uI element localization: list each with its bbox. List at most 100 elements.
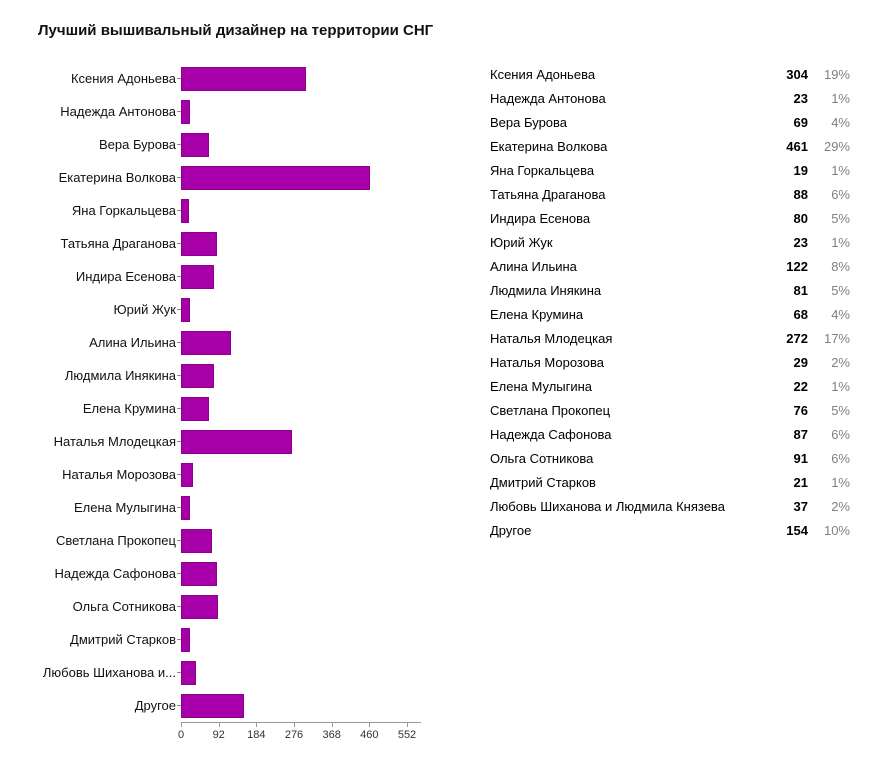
category-label: Вера Бурова: [98, 137, 176, 152]
chart-row: Индира Есенова: [38, 260, 460, 293]
result-percent: 19%: [823, 66, 850, 82]
x-axis-tick: [331, 723, 333, 727]
result-name: Надежда Антонова: [490, 90, 606, 106]
result-row: Другое 154 10%: [490, 518, 850, 542]
y-axis-tick: [177, 342, 181, 343]
result-percent: 5%: [831, 210, 850, 226]
y-axis-tick: [177, 243, 181, 244]
chart-row: Людмила Инякина: [38, 359, 460, 392]
result-percent: 1%: [831, 234, 850, 250]
bar-track: [181, 627, 460, 652]
result-name: Наталья Морозова: [490, 354, 604, 370]
y-axis-tick: [177, 78, 181, 79]
result-name: Дмитрий Старков: [490, 474, 596, 490]
y-axis-tick: [177, 540, 181, 541]
result-name: Наталья Млодецкая: [490, 330, 613, 346]
y-axis-tick: [177, 210, 181, 211]
result-votes: 22: [793, 378, 808, 394]
bar-track: [181, 363, 460, 388]
y-axis-tick: [177, 276, 181, 277]
result-percent: 1%: [831, 162, 850, 178]
result-row: Ольга Сотникова 91 6%: [490, 446, 850, 470]
result-name: Татьяна Драганова: [490, 186, 606, 202]
x-axis-tick-label: 368: [322, 729, 341, 741]
result-row: Любовь Шиханова и Людмила Князева 37 2%: [490, 494, 850, 518]
bar: [181, 627, 190, 652]
category-label: Светлана Прокопец: [55, 533, 176, 548]
x-axis-tick: [181, 723, 182, 727]
category-label: Надежда Антонова: [60, 104, 176, 119]
result-row: Екатерина Волкова 461 29%: [490, 134, 850, 158]
y-axis-tick: [177, 672, 181, 673]
category-label: Ольга Сотникова: [72, 599, 176, 614]
result-row: Людмила Инякина 81 5%: [490, 278, 850, 302]
result-row: Индира Есенова 80 5%: [490, 206, 850, 230]
chart-row: Наталья Млодецкая: [38, 425, 460, 458]
category-label: Екатерина Волкова: [58, 170, 176, 185]
chart-row: Дмитрий Старков: [38, 623, 460, 656]
result-percent: 10%: [823, 522, 850, 538]
y-axis-tick: [177, 441, 181, 442]
result-votes: 122: [786, 258, 808, 274]
chart-row: Елена Крумина: [38, 392, 460, 425]
category-label: Яна Горкальцева: [71, 203, 176, 218]
bar-track: [181, 693, 460, 718]
result-row: Вера Бурова 69 4%: [490, 110, 850, 134]
result-percent: 4%: [831, 306, 850, 322]
chart-row: Наталья Морозова: [38, 458, 460, 491]
category-label: Елена Мулыгина: [73, 500, 176, 515]
result-name: Алина Ильина: [490, 258, 577, 274]
result-name: Екатерина Волкова: [490, 138, 608, 154]
result-percent: 5%: [831, 402, 850, 418]
x-axis-tick-label: 0: [177, 729, 185, 741]
result-name: Елена Крумина: [490, 306, 584, 322]
result-votes: 23: [793, 90, 808, 106]
result-row: Алина Ильина 122 8%: [490, 254, 850, 278]
result-row: Елена Мулыгина 22 1%: [490, 374, 850, 398]
result-votes: 88: [793, 186, 808, 202]
result-row: Надежда Сафонова 87 6%: [490, 422, 850, 446]
result-row: Юрий Жук 23 1%: [490, 230, 850, 254]
bar-track: [181, 231, 460, 256]
chart-row: Любовь Шиханова и...: [38, 656, 460, 689]
result-votes: 80: [793, 210, 808, 226]
y-axis-tick: [177, 705, 181, 706]
result-votes: 21: [793, 474, 808, 490]
bar-track: [181, 396, 460, 421]
chart-row: Другое: [38, 689, 460, 722]
bar: [181, 561, 217, 586]
result-name: Ксения Адоньева: [490, 66, 596, 82]
bar-track: [181, 528, 460, 553]
y-axis-tick: [177, 474, 181, 475]
result-votes: 154: [786, 522, 808, 538]
result-row: Наталья Морозова 29 2%: [490, 350, 850, 374]
result-votes: 68: [793, 306, 808, 322]
chart-row: Надежда Сафонова: [38, 557, 460, 590]
result-row: Елена Крумина 68 4%: [490, 302, 850, 326]
bar: [181, 165, 370, 190]
result-name: Светлана Прокопец: [490, 402, 611, 418]
result-percent: 1%: [831, 90, 850, 106]
chart-row: Елена Мулыгина: [38, 491, 460, 524]
result-percent: 5%: [831, 282, 850, 298]
bar: [181, 693, 245, 718]
bar: [181, 132, 210, 157]
bar-track: [181, 660, 460, 685]
result-votes: 69: [793, 114, 808, 130]
category-label: Другое: [134, 698, 176, 713]
bar-chart-rows: Ксения Адоньева Надежда Антонова Вера Буро…: [38, 62, 460, 722]
poll-results: Ксения Адоньева Надежда Антонова Вера Буро…: [38, 62, 850, 745]
bar: [181, 495, 190, 520]
bar-track: [181, 462, 460, 487]
bar: [181, 660, 197, 685]
bar: [181, 594, 219, 619]
x-axis-tick-label: 184: [247, 729, 266, 741]
bar: [181, 99, 191, 124]
result-percent: 6%: [831, 426, 850, 442]
bar-track: [181, 165, 460, 190]
bar-track: [181, 594, 460, 619]
results-table: Ксения Адоньева 304 19% Надежда Антонова 23 1…: [490, 62, 850, 745]
bar-track: [181, 132, 460, 157]
category-label: Елена Крумина: [82, 401, 176, 416]
bar: [181, 528, 213, 553]
